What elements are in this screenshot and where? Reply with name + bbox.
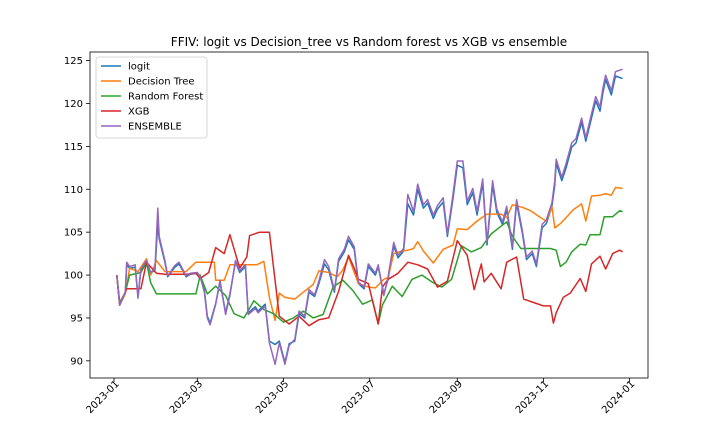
x-axis: 2023-01 2023-03 2023-05 2023-07 2023-09 2023-… (84, 378, 637, 416)
x-tick-label: 2023-05 (254, 379, 291, 416)
legend-label: ENSEMBLE (128, 122, 182, 133)
y-tick-label: 90 (70, 356, 83, 367)
y-tick-label: 95 (70, 313, 83, 324)
x-tick-label: 2024-01 (600, 379, 637, 416)
legend-label: Decision Tree (128, 77, 195, 88)
y-tick-label: 110 (64, 185, 83, 196)
legend: logit Decision Tree Random Forest XGB ENSEMB… (95, 56, 208, 139)
x-tick-label: 2023-09 (428, 379, 465, 416)
y-tick-label: 120 (64, 99, 83, 110)
y-axis: 90 95 100 105 110 115 120 125 (64, 56, 90, 367)
y-tick-label: 100 (64, 271, 83, 282)
y-tick-label: 115 (64, 142, 83, 153)
plot-frame (89, 51, 649, 379)
series-layer (116, 68, 623, 366)
legend-box (95, 56, 208, 139)
series-line-random-forest (116, 209, 623, 325)
x-tick-label: 2023-01 (84, 379, 121, 416)
y-tick-label: 105 (64, 228, 83, 239)
chart-title: FFIV: logit vs Decision_tree vs Random f… (171, 35, 567, 49)
y-tick-label: 125 (64, 56, 83, 67)
x-tick-label: 2023-11 (514, 379, 551, 416)
legend-label: Random Forest (128, 92, 203, 103)
x-tick-label: 2023-07 (340, 379, 377, 416)
legend-label: XGB (128, 107, 150, 118)
series-line-xgb (116, 231, 623, 327)
series-line-ensemble (116, 68, 623, 366)
x-tick-label: 2023-03 (168, 379, 205, 416)
legend-label: logit (128, 62, 150, 73)
